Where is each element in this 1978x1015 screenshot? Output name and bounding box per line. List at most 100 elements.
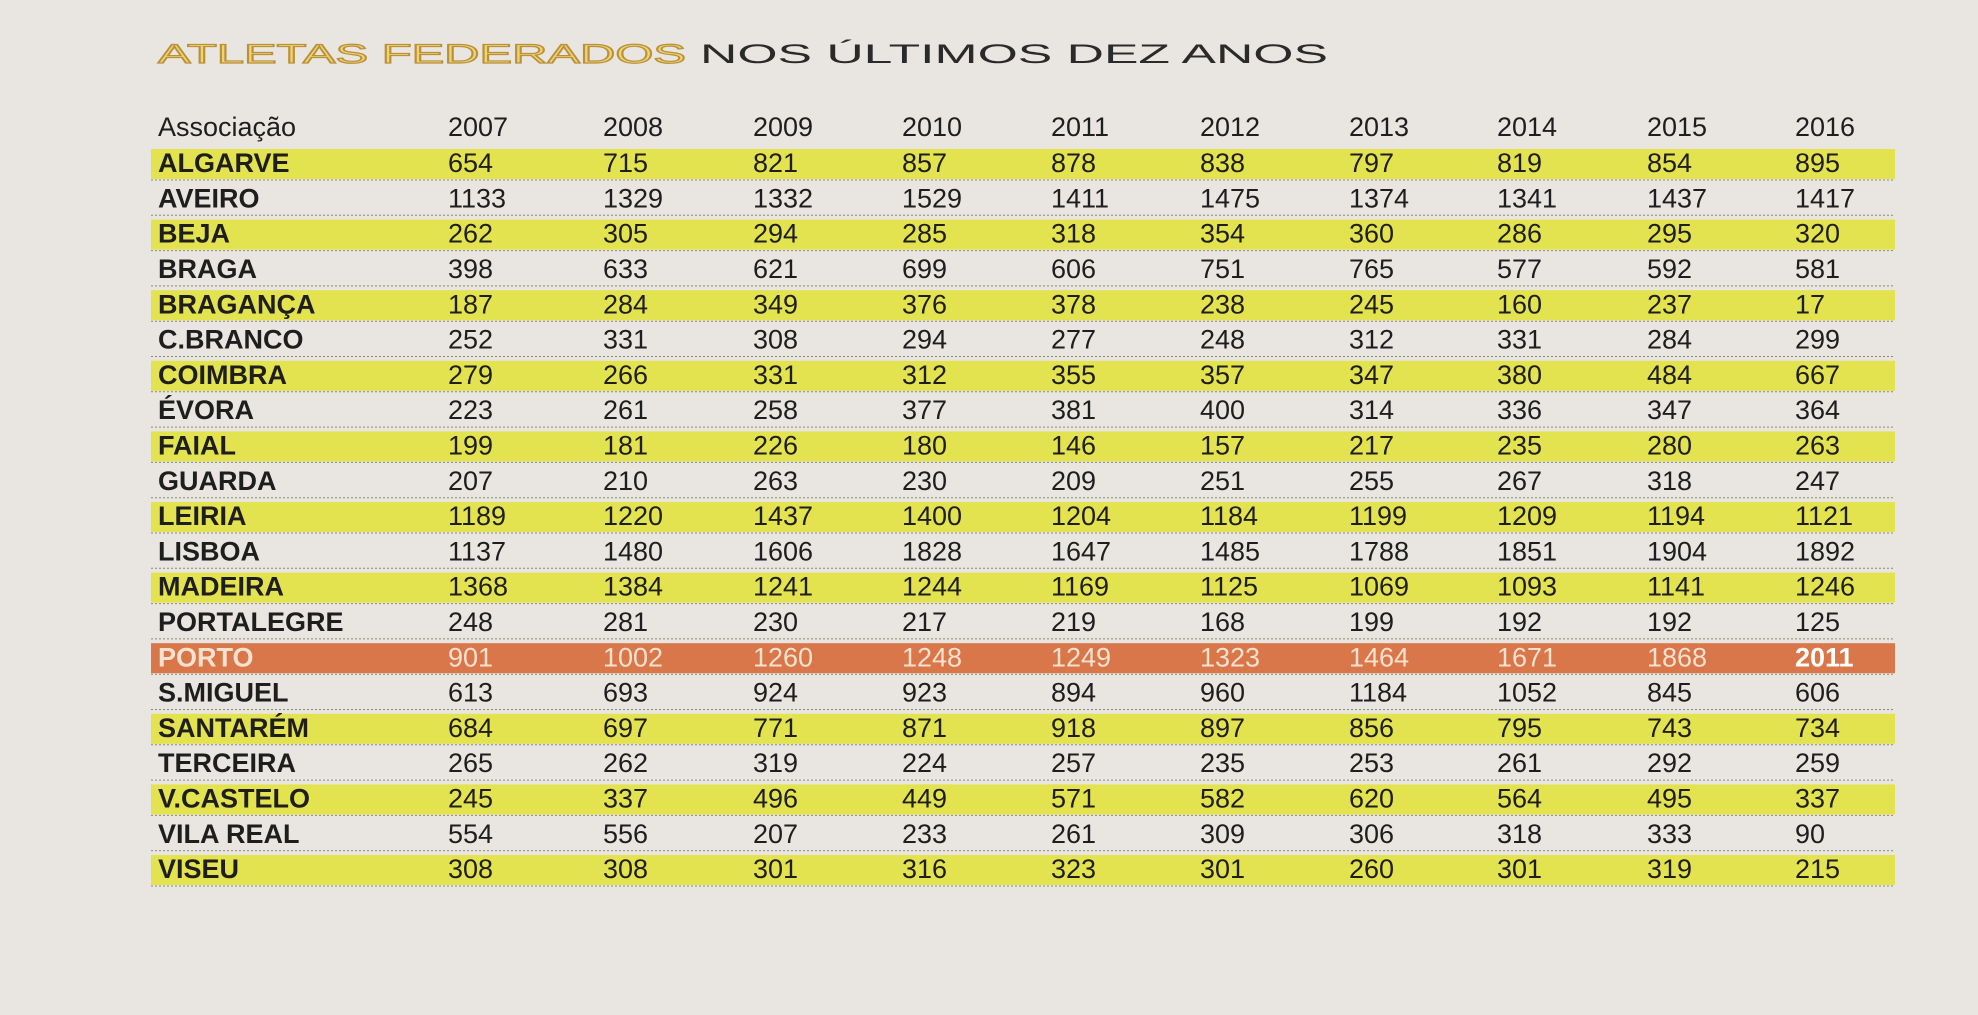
cell: 845	[1647, 678, 1692, 708]
cell: 209	[1051, 466, 1096, 496]
cell: 217	[1349, 431, 1394, 461]
row-band	[151, 290, 1895, 321]
cell: 247	[1795, 466, 1840, 496]
cell: 1121	[1795, 501, 1853, 531]
cell: 224	[902, 748, 947, 778]
cell: 1788	[1349, 536, 1409, 566]
row-band	[151, 572, 1895, 603]
cell: 263	[753, 466, 798, 496]
table: Associação 2007 2008 2009 2010 2011 2012 2013 20…	[151, 112, 1895, 887]
cell: 751	[1200, 254, 1245, 284]
row-name: SANTARÉM	[158, 712, 309, 743]
cell: 819	[1497, 148, 1542, 178]
cell: 400	[1200, 395, 1245, 425]
cell: 230	[902, 466, 947, 496]
cell: 337	[1795, 784, 1840, 814]
cell: 1828	[902, 536, 962, 566]
cell: 1437	[1647, 183, 1707, 213]
cell: 734	[1795, 713, 1840, 743]
row-name: LEIRIA	[158, 501, 247, 531]
cell: 378	[1051, 289, 1096, 319]
cell: 1368	[448, 572, 508, 602]
row-name: LISBOA	[158, 536, 260, 566]
cell: 1133	[448, 183, 506, 213]
cell: 265	[448, 748, 493, 778]
cell: 743	[1647, 713, 1692, 743]
cell: 1851	[1497, 536, 1557, 566]
cell: 319	[1647, 854, 1692, 884]
cell: 606	[1051, 254, 1096, 284]
cell: 17	[1795, 289, 1825, 319]
cell: 1199	[1349, 501, 1407, 531]
cell: 376	[902, 289, 947, 319]
cell: 355	[1051, 360, 1096, 390]
cell: 1241	[753, 572, 813, 602]
cell: 564	[1497, 784, 1542, 814]
title-highlight: ATLETAS FEDERADOS	[158, 39, 686, 69]
cell: 331	[753, 360, 798, 390]
cell: 192	[1497, 607, 1542, 637]
cell: 262	[448, 219, 493, 249]
cell: 248	[448, 607, 493, 637]
cell: 255	[1349, 466, 1394, 496]
cell: 1069	[1349, 572, 1409, 602]
cell: 207	[753, 819, 798, 849]
row-band	[151, 219, 1895, 250]
row-band	[151, 713, 1895, 744]
cell: 267	[1497, 466, 1542, 496]
cell: 168	[1200, 607, 1245, 637]
cell: 496	[753, 784, 798, 814]
row-name: AVEIRO	[158, 183, 260, 213]
column-header: Associação	[158, 112, 296, 142]
cell: 364	[1795, 395, 1840, 425]
cell: 606	[1795, 678, 1840, 708]
cell: 258	[753, 395, 798, 425]
cell: 125	[1795, 607, 1840, 637]
cell: 1209	[1497, 501, 1557, 531]
cell: 1184	[1349, 678, 1407, 708]
cell: 871	[902, 713, 947, 743]
cell: 771	[753, 713, 798, 743]
cell: 301	[1497, 854, 1542, 884]
column-header: 2009	[753, 112, 813, 142]
cell: 620	[1349, 784, 1394, 814]
cell: 1246	[1795, 572, 1855, 602]
row-band	[151, 149, 1895, 179]
cell: 1329	[603, 183, 663, 213]
cell: 261	[603, 395, 648, 425]
cell: 795	[1497, 713, 1542, 743]
cell: 1260	[753, 642, 813, 672]
cell: 252	[448, 325, 493, 355]
cell: 1892	[1795, 536, 1855, 566]
cell: 654	[448, 148, 493, 178]
cell: 1475	[1200, 183, 1260, 213]
cell: 257	[1051, 748, 1096, 778]
cell: 693	[603, 678, 648, 708]
cell: 331	[1497, 325, 1542, 355]
row-name: TERCEIRA	[158, 748, 296, 778]
cell: 1332	[753, 183, 813, 213]
cell: 235	[1497, 431, 1542, 461]
row-name: MADEIRA	[158, 572, 284, 602]
cell: 592	[1647, 254, 1692, 284]
cell: 215	[1795, 854, 1840, 884]
cell: 923	[902, 678, 947, 708]
cell: 1184	[1200, 501, 1258, 531]
cell: 180	[902, 431, 947, 461]
cell: 347	[1349, 360, 1394, 390]
cell: 1400	[902, 501, 962, 531]
cell: 1480	[603, 536, 663, 566]
cell: 1485	[1200, 536, 1260, 566]
cell: 571	[1051, 784, 1096, 814]
cell: 284	[603, 289, 648, 319]
cell: 308	[448, 854, 493, 884]
row-band	[151, 360, 1895, 391]
cell: 1194	[1647, 501, 1705, 531]
column-header: 2013	[1349, 112, 1409, 142]
cell: 306	[1349, 819, 1394, 849]
cell: 1220	[603, 501, 663, 531]
cell: 336	[1497, 395, 1542, 425]
cell: 1141	[1647, 572, 1705, 602]
cell: 354	[1200, 219, 1245, 249]
cell: 1606	[753, 536, 813, 566]
